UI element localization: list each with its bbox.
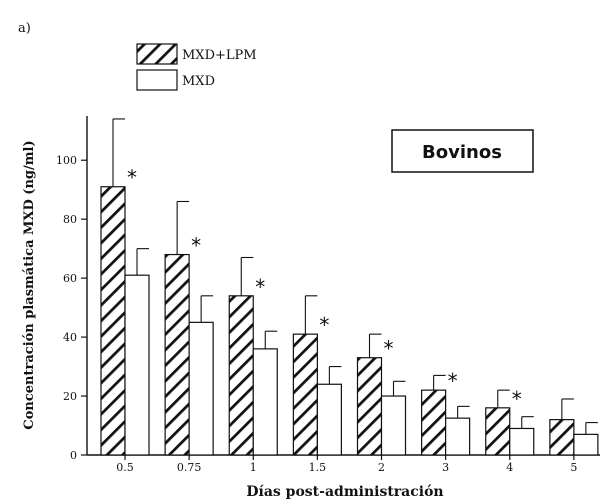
bar-mxd: [124, 274, 150, 456]
x-tick-label: 5: [570, 461, 577, 474]
bar-mxd-lpm: [549, 419, 575, 456]
annotation-frame: [391, 129, 534, 173]
significance-star: *: [191, 234, 201, 258]
bar-mxd: [445, 417, 471, 456]
bar-mxd-lpm: [228, 295, 254, 456]
y-tick-label: 40: [63, 331, 77, 344]
bar-mxd-lpm: [485, 407, 511, 456]
significance-star: *: [384, 337, 394, 361]
bar-mxd: [188, 321, 214, 456]
x-tick-label: 1.5: [309, 461, 327, 474]
legend-label-mxd-lpm: MXD+LPM: [182, 48, 257, 63]
bar-mxd-lpm: [164, 253, 190, 456]
significance-star: *: [255, 275, 265, 299]
significance-star: *: [448, 369, 458, 393]
legend-swatch-mxd: [136, 69, 178, 91]
y-tick-label: 80: [63, 213, 77, 226]
annotation-text: Bovinos: [422, 142, 502, 163]
bar-mxd: [252, 348, 278, 456]
annotation-box: Bovinos: [391, 129, 534, 173]
x-tick-label: 2: [378, 461, 385, 474]
x-axis-title: Días post-administración: [246, 484, 443, 500]
bar-mxd: [573, 433, 599, 456]
bar-mxd: [380, 395, 407, 456]
x-tick-label: 4: [506, 461, 513, 474]
x-tick-label: 1: [250, 461, 257, 474]
y-axis-title: Concentración plasmática MXD (ng/ml): [22, 140, 37, 429]
y-tick-label: 100: [56, 154, 77, 167]
panel-label: a): [18, 21, 31, 36]
y-tick-label: 20: [63, 390, 77, 403]
bar-mxd-lpm: [292, 333, 318, 456]
significance-star: *: [127, 166, 137, 190]
x-tick-label: 0.75: [177, 461, 202, 474]
y-tick-label: 60: [63, 272, 77, 285]
bar-mxd-lpm: [100, 186, 126, 456]
y-tick-label: 0: [70, 449, 77, 462]
bar-mxd-lpm: [421, 389, 447, 456]
bar-mxd-lpm: [356, 357, 383, 456]
x-axis-ticks: 0.5 0.75 1 1.5 2 3 4 5: [116, 455, 577, 474]
legend: MXD+LPM MXD: [136, 43, 257, 91]
significance-star: *: [512, 387, 522, 411]
significance-star: *: [319, 313, 329, 337]
x-tick-label: 3: [442, 461, 449, 474]
bar-mxd: [509, 427, 535, 456]
bars-layer: * * * * * * *: [100, 118, 599, 456]
x-tick-label: 0.5: [116, 461, 134, 474]
legend-label-mxd: MXD: [182, 74, 215, 89]
legend-swatch-mxd-lpm: [136, 43, 178, 65]
y-axis-ticks: 0 20 40 60 80 100: [56, 154, 87, 462]
bar-mxd: [316, 383, 342, 456]
